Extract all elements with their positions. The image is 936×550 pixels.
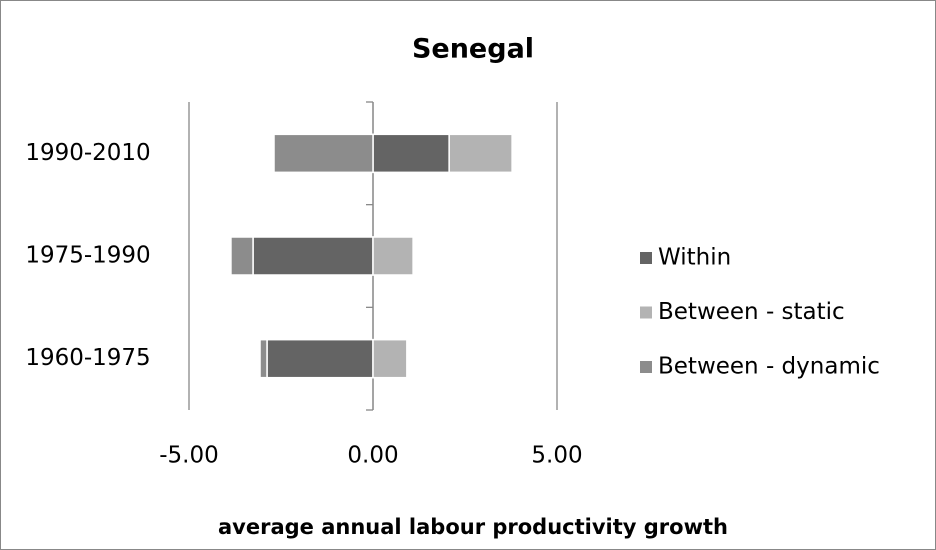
y-tick-label: 1990-2010 [25,140,150,166]
bar-segment [259,338,268,379]
x-tick-label: 5.00 [531,443,582,469]
legend-swatch [640,306,652,319]
bar-segment [252,236,374,276]
bar-segment [230,236,254,276]
bar-segment [372,338,408,379]
bar-segment [448,133,513,174]
bar-segment [372,236,414,276]
legend-swatch [640,252,652,264]
chart-title: Senegal [412,34,534,65]
legend-swatch [640,361,652,373]
bar-segment [372,133,450,174]
legend-label: Between - dynamic [658,354,880,380]
bar-segment [273,133,374,174]
y-tick-label: 1960-1975 [25,345,150,371]
y-tick-label: 1975-1990 [25,243,150,269]
legend-label: Within [658,245,731,271]
x-tick-label: -5.00 [159,443,219,469]
x-axis-title: average annual labour productivity growt… [218,515,728,539]
bar-segment [266,338,374,379]
x-tick-label: 0.00 [347,443,398,469]
legend-label: Between - static [658,299,845,325]
